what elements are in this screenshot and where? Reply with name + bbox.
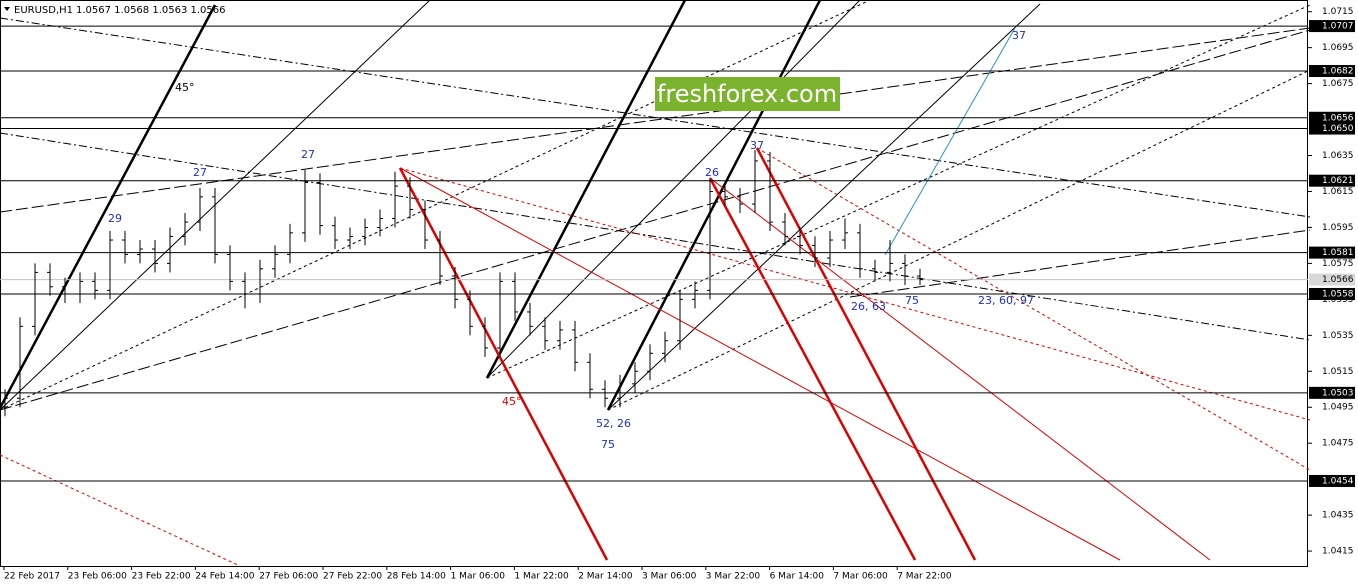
level-label-box <box>1309 174 1355 187</box>
x-tick-label: 7 Mar 06:00 <box>833 572 888 582</box>
symbol: EURUSD,H1 <box>14 5 73 16</box>
level-label: 1.0581 <box>1322 248 1354 258</box>
annotation: 75 <box>601 438 615 451</box>
level-label-box <box>1309 65 1355 78</box>
y-tick-label: 1.0495 <box>1322 403 1354 413</box>
x-tick-label: 23 Feb 06:00 <box>68 572 127 582</box>
x-tick-label: 1 Mar 06:00 <box>451 572 506 582</box>
level-label-box <box>1309 20 1355 33</box>
x-tick-label: 27 Feb 06:00 <box>259 572 318 582</box>
x-tick-label: 1 Mar 22:00 <box>514 572 569 582</box>
y-tick-label: 1.0715 <box>1322 7 1354 17</box>
annotation: 26, 63 <box>851 300 886 313</box>
y-tick-label: 1.0695 <box>1322 43 1354 53</box>
x-tick-label: 28 Feb 14:00 <box>387 572 446 582</box>
watermark: freshforex.com <box>657 80 837 108</box>
current-price-box <box>1309 273 1355 286</box>
x-tick-label: 3 Mar 22:00 <box>706 572 761 582</box>
annotation: 52, 26 <box>596 417 631 430</box>
menu-arrow[interactable] <box>4 7 10 11</box>
y-tick-label: 1.0635 <box>1322 151 1354 161</box>
level-label: 1.0503 <box>1322 388 1354 398</box>
annotation: 26 <box>705 166 719 179</box>
annotation: 27 <box>193 166 207 179</box>
y-tick-label: 1.0575 <box>1322 259 1354 269</box>
y-tick-label: 1.0435 <box>1322 511 1354 521</box>
x-tick-label: 7 Mar 22:00 <box>897 572 952 582</box>
watermark-box <box>655 77 840 111</box>
level-label-box <box>1309 122 1355 135</box>
level-label: 1.0656 <box>1322 113 1354 123</box>
y-tick-label: 1.0415 <box>1322 547 1354 557</box>
y-tick-label: 1.0595 <box>1322 223 1354 233</box>
y-tick-label: 1.0535 <box>1322 331 1354 341</box>
x-tick-label: 23 Feb 22:00 <box>132 572 191 582</box>
x-tick-label: 2 Mar 14:00 <box>578 572 633 582</box>
annotation: 23, 60, 97 <box>978 294 1034 307</box>
level-label: 1.0707 <box>1322 22 1354 32</box>
level-label-box <box>1309 246 1355 259</box>
y-tick-label: 1.0515 <box>1322 367 1354 377</box>
y-tick-label: 1.0615 <box>1322 187 1354 197</box>
x-tick-label: 22 Feb 2017 <box>4 572 60 582</box>
annotation: 45° <box>175 81 195 94</box>
level-label-box <box>1309 287 1355 300</box>
annotation: 75 <box>905 294 919 307</box>
x-tick-label: 27 Feb 22:00 <box>323 572 382 582</box>
level-label: 1.0682 <box>1322 67 1354 77</box>
annotation: 45° <box>502 395 522 408</box>
y-tick-label: 1.0675 <box>1322 79 1354 89</box>
level-label: 1.0621 <box>1322 176 1354 186</box>
current-price-label: 1.0566 <box>1322 275 1354 285</box>
annotation: 37 <box>750 139 764 152</box>
annotation: 29 <box>108 212 122 225</box>
level-label: 1.0454 <box>1322 476 1354 486</box>
annotation: 27 <box>301 148 315 161</box>
x-tick-label: 3 Mar 06:00 <box>642 572 697 582</box>
x-tick-label: 6 Mar 14:00 <box>770 572 825 582</box>
plot-frame <box>0 0 1308 567</box>
ohlc-readout: 1.0567 1.0568 1.0563 1.0566 <box>76 5 226 16</box>
level-label: 1.0558 <box>1322 289 1354 299</box>
x-tick-label: 24 Feb 14:00 <box>195 572 254 582</box>
annotation: 37 <box>1012 29 1026 42</box>
level-label-box <box>1309 474 1355 487</box>
level-label-box <box>1309 111 1355 124</box>
y-tick-label: 1.0475 <box>1322 439 1354 449</box>
level-label: 1.0650 <box>1322 124 1354 134</box>
level-label-box <box>1309 386 1355 399</box>
